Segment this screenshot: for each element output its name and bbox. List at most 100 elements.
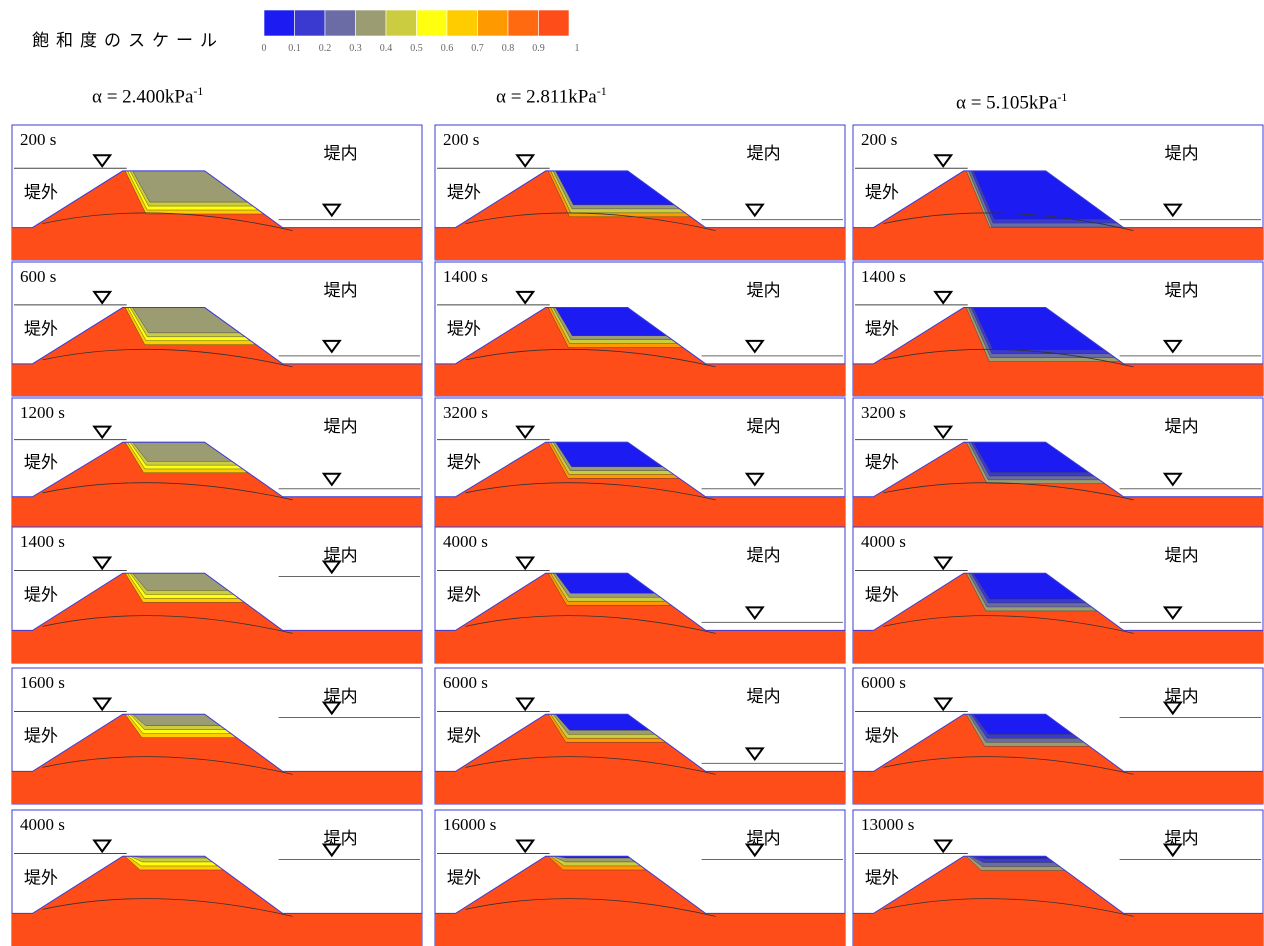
- outer-water-level-icon: [515, 425, 536, 440]
- alpha-value: 5.105kPa: [986, 92, 1058, 114]
- inner-water-level-icon: [1162, 472, 1183, 487]
- inside-label: 堤内: [1165, 829, 1199, 849]
- embankment-outline: [853, 170, 1263, 229]
- scale-tick-label: 0.5: [410, 43, 423, 54]
- time-label: 6000 s: [861, 673, 906, 692]
- alpha-exponent: -1: [596, 84, 607, 98]
- time-label: 3200 s: [443, 403, 488, 422]
- alpha-prefix: α =: [496, 86, 527, 108]
- seepage-panel: 200 s 堤外 堤内: [434, 124, 846, 261]
- outside-label: 堤外: [865, 183, 899, 203]
- embankment-outline: [853, 441, 1263, 498]
- alpha-value: 2.400kPa: [122, 86, 194, 108]
- phreatic-line: [42, 898, 293, 917]
- embankment-outline: [853, 855, 1263, 914]
- outside-label: 堤外: [24, 183, 58, 203]
- embankment-outline: [12, 713, 422, 772]
- embankment-saturated: [435, 573, 845, 663]
- outer-water-level-icon: [92, 556, 113, 571]
- outer-water-level-icon: [92, 697, 113, 712]
- seepage-panel: 1400 s 堤外 堤内: [852, 261, 1264, 397]
- time-label: 200 s: [20, 130, 56, 149]
- outer-water-level-icon: [933, 425, 954, 440]
- inside-label: 堤内: [324, 546, 358, 566]
- inside-label: 堤内: [747, 829, 781, 849]
- embankment-saturated: [435, 442, 845, 528]
- time-label: 1400 s: [443, 267, 488, 286]
- inner-water-level-icon: [744, 339, 765, 354]
- phreatic-line: [883, 756, 1134, 775]
- scale-tick-label: 0.9: [532, 43, 545, 54]
- alpha-label-3: α = 5.105kPa-1: [956, 90, 1067, 114]
- scale-swatch: [507, 9, 539, 37]
- alpha-exponent: -1: [193, 84, 204, 98]
- embankment-saturated: [435, 307, 845, 396]
- inner-water-level-icon: [744, 747, 765, 762]
- phreatic-line: [883, 212, 1134, 231]
- outside-label: 堤外: [447, 868, 481, 888]
- saturation-scale-bar: 0 0.1 0.2 0.3 0.4 0.5 0.6 0.7 0.8 0.9 1: [262, 9, 580, 54]
- outer-water-level-icon: [933, 556, 954, 571]
- time-label: 1400 s: [20, 532, 65, 551]
- embankment-outline: [12, 307, 422, 365]
- embankment-outline: [853, 572, 1263, 631]
- time-label: 1400 s: [861, 267, 906, 286]
- outer-water-level-icon: [92, 154, 113, 168]
- inner-water-level-icon: [1162, 339, 1183, 354]
- outer-water-level-icon: [515, 839, 536, 854]
- embankment-saturated: [12, 170, 422, 260]
- time-label: 200 s: [861, 130, 897, 149]
- embankment-outline: [435, 713, 845, 772]
- inner-water-level-icon: [744, 843, 765, 858]
- time-label: 3200 s: [861, 403, 906, 422]
- outer-water-level-icon: [933, 697, 954, 712]
- inside-label: 堤内: [1165, 144, 1199, 164]
- outer-water-level-icon: [515, 697, 536, 712]
- inside-label: 堤内: [747, 546, 781, 566]
- embankment-saturated: [853, 856, 1263, 946]
- inner-water-level-icon: [321, 701, 342, 716]
- scale-tick-label: 0.1: [288, 43, 301, 54]
- scale-tick-label: 0: [262, 43, 267, 54]
- seepage-panel: 1600 s 堤外 堤内: [11, 667, 423, 805]
- embankment-outline: [435, 170, 845, 229]
- inside-label: 堤内: [1165, 687, 1199, 707]
- time-label: 4000 s: [443, 532, 488, 551]
- embankment-saturated: [853, 442, 1263, 528]
- seepage-panel: 4000 s 堤外 堤内: [11, 809, 423, 946]
- outside-label: 堤外: [24, 319, 58, 339]
- embankment-outline: [12, 441, 422, 498]
- phreatic-line: [465, 898, 716, 917]
- outer-water-level-icon: [92, 290, 113, 305]
- outside-label: 堤外: [447, 726, 481, 746]
- embankment-saturated: [12, 442, 422, 528]
- embankment-outline: [435, 441, 845, 498]
- inner-water-level-icon: [1162, 203, 1183, 218]
- phreatic-line: [883, 348, 1134, 368]
- embankment-outline: [853, 307, 1263, 365]
- seepage-panel: 13000 s 堤外 堤内: [852, 809, 1264, 946]
- outside-label: 堤外: [24, 726, 58, 746]
- inner-water-level-icon: [321, 339, 342, 354]
- phreatic-line: [42, 756, 293, 775]
- inside-label: 堤内: [747, 144, 781, 164]
- seepage-panel: 1200 s 堤外 堤内: [11, 397, 423, 529]
- seepage-panel: 1400 s 堤外 堤内: [11, 526, 423, 664]
- embankment-saturated: [435, 714, 845, 804]
- embankment-outline: [12, 572, 422, 631]
- scale-swatch: [294, 9, 326, 37]
- outside-label: 堤外: [865, 868, 899, 888]
- inside-label: 堤内: [1165, 546, 1199, 566]
- alpha-prefix: α =: [92, 86, 123, 108]
- inner-water-level-icon: [321, 560, 342, 575]
- scale-tick-label: 0.2: [319, 43, 332, 54]
- embankment-outline: [12, 170, 422, 229]
- phreatic-line: [465, 348, 716, 368]
- scale-swatch: [477, 9, 509, 37]
- inside-label: 堤内: [1165, 417, 1199, 437]
- inner-water-level-icon: [1162, 606, 1183, 621]
- embankment-saturated: [853, 573, 1263, 663]
- time-label: 4000 s: [861, 532, 906, 551]
- phreatic-line: [42, 348, 293, 368]
